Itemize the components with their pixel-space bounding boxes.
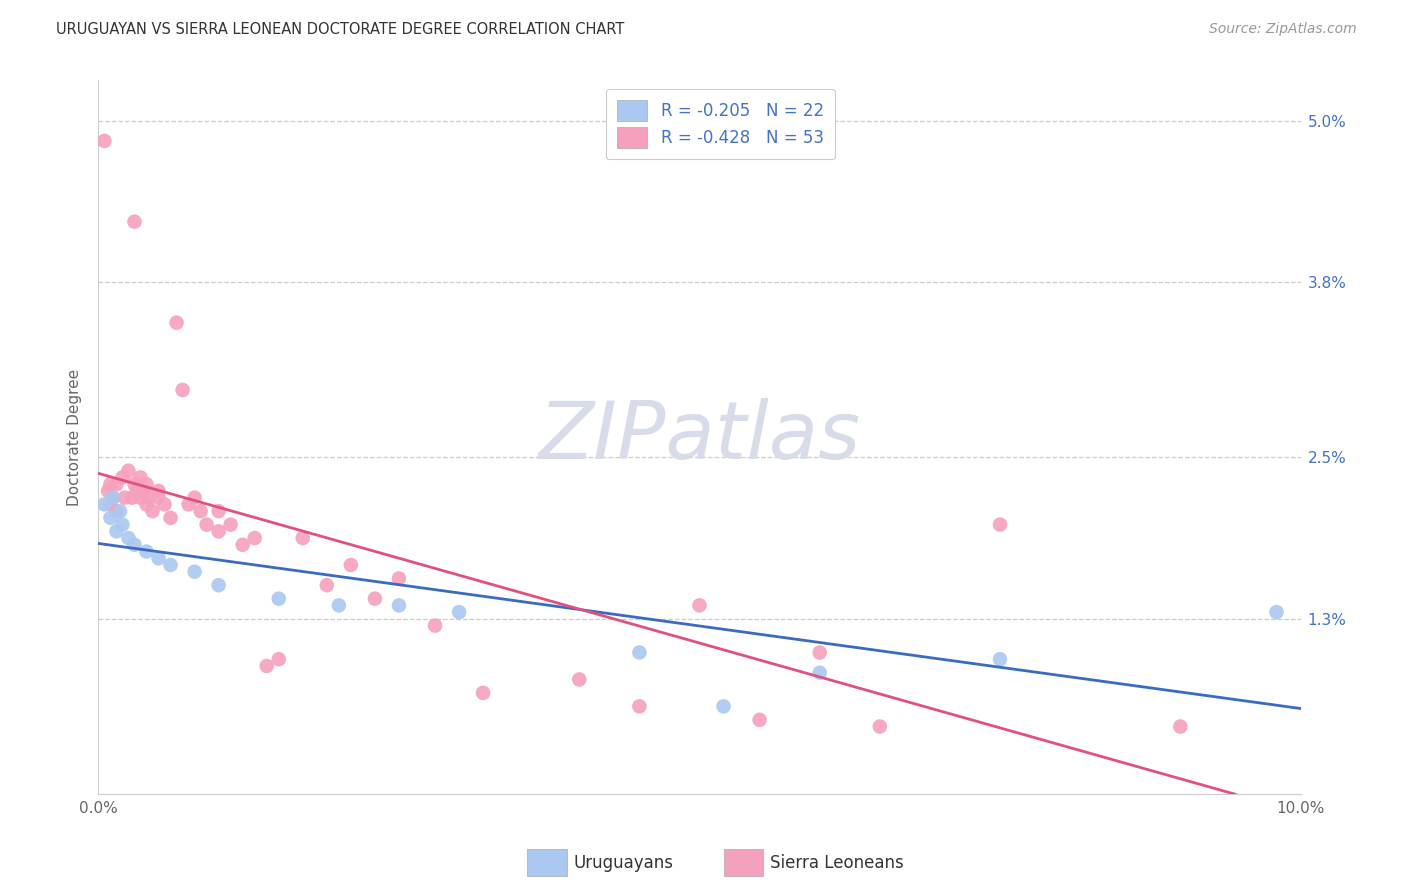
Point xyxy=(101,491,124,505)
Y-axis label: Doctorate Degree: Doctorate Degree xyxy=(67,368,83,506)
Point xyxy=(117,464,139,478)
Point xyxy=(748,713,770,727)
Point xyxy=(340,558,363,572)
Point xyxy=(148,491,170,505)
Point xyxy=(1170,720,1192,734)
Point xyxy=(93,497,115,511)
Point xyxy=(141,504,163,518)
Point xyxy=(159,558,181,572)
Point xyxy=(124,214,146,228)
Point xyxy=(267,591,290,606)
Point xyxy=(291,531,314,545)
Text: Uruguayans: Uruguayans xyxy=(574,854,673,871)
Point xyxy=(111,470,134,484)
Point xyxy=(129,491,152,505)
Point xyxy=(172,383,194,397)
Point xyxy=(628,646,651,660)
Point xyxy=(232,538,254,552)
Point xyxy=(114,491,136,505)
Point xyxy=(568,673,591,687)
Point xyxy=(256,659,278,673)
Point xyxy=(111,517,134,532)
Point xyxy=(100,497,122,511)
Point xyxy=(101,491,124,505)
Point xyxy=(208,504,231,518)
Point xyxy=(105,477,128,491)
Point xyxy=(138,491,160,505)
Point xyxy=(315,578,337,592)
Point xyxy=(121,491,143,505)
Point xyxy=(988,652,1011,666)
Point xyxy=(124,538,146,552)
Point xyxy=(195,517,218,532)
Text: Source: ZipAtlas.com: Source: ZipAtlas.com xyxy=(1209,22,1357,37)
Point xyxy=(219,517,242,532)
Point xyxy=(869,720,891,734)
Point xyxy=(100,511,122,525)
Point xyxy=(183,565,205,579)
Point xyxy=(166,316,188,330)
Point xyxy=(105,504,128,518)
Point xyxy=(93,134,115,148)
Point xyxy=(129,470,152,484)
Point xyxy=(135,544,157,558)
Point xyxy=(177,497,200,511)
Point xyxy=(447,605,470,619)
Point xyxy=(328,599,350,613)
Point xyxy=(1265,605,1288,619)
Point xyxy=(267,652,290,666)
Point xyxy=(135,497,157,511)
Point xyxy=(124,477,146,491)
Point xyxy=(148,483,170,498)
Point xyxy=(183,491,205,505)
Point xyxy=(713,699,735,714)
Point xyxy=(808,665,831,680)
Point xyxy=(808,646,831,660)
Point xyxy=(472,686,495,700)
Point xyxy=(97,483,120,498)
Point xyxy=(135,477,157,491)
Point xyxy=(388,599,411,613)
Point xyxy=(105,524,128,539)
Point xyxy=(388,571,411,585)
Point xyxy=(190,504,212,518)
Legend: R = -0.205   N = 22, R = -0.428   N = 53: R = -0.205 N = 22, R = -0.428 N = 53 xyxy=(606,88,835,160)
Point xyxy=(423,618,446,632)
Point xyxy=(132,483,155,498)
Point xyxy=(208,524,231,539)
Text: ZIPatlas: ZIPatlas xyxy=(538,398,860,476)
Point xyxy=(148,551,170,566)
Point xyxy=(117,531,139,545)
Point xyxy=(243,531,266,545)
Point xyxy=(689,599,711,613)
Text: Sierra Leoneans: Sierra Leoneans xyxy=(770,854,904,871)
Point xyxy=(628,699,651,714)
Point xyxy=(988,517,1011,532)
Point xyxy=(108,504,131,518)
Point xyxy=(125,483,148,498)
Point xyxy=(364,591,387,606)
Point xyxy=(159,511,181,525)
Text: URUGUAYAN VS SIERRA LEONEAN DOCTORATE DEGREE CORRELATION CHART: URUGUAYAN VS SIERRA LEONEAN DOCTORATE DE… xyxy=(56,22,624,37)
Point xyxy=(153,497,176,511)
Point xyxy=(100,477,122,491)
Point xyxy=(208,578,231,592)
